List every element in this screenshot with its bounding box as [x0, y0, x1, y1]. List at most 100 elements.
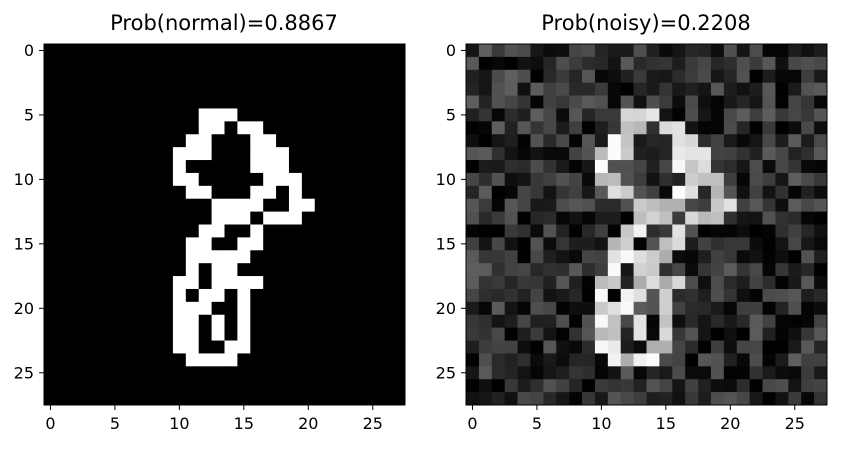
- pixel-cell: [70, 263, 83, 276]
- pixel-cell: [83, 199, 96, 212]
- pixel-cell: [775, 289, 788, 302]
- pixel-cell: [518, 250, 531, 263]
- pixel-cell: [121, 96, 134, 109]
- pixel-cell: [634, 225, 647, 238]
- pixel-cell: [492, 212, 505, 225]
- pixel-cell: [556, 366, 569, 379]
- pixel-cell: [289, 186, 302, 199]
- pixel-cell: [543, 276, 556, 289]
- pixel-cell: [543, 57, 556, 70]
- pixel-cell: [96, 173, 109, 186]
- pixel-cell: [724, 353, 737, 366]
- pixel-cell: [634, 212, 647, 225]
- pixel-cell: [108, 121, 121, 134]
- pixel-cell: [147, 70, 160, 83]
- pixel-cell: [647, 315, 660, 328]
- pixel-cell: [212, 147, 225, 160]
- pixel-cell: [647, 57, 660, 70]
- pixel-cell: [621, 302, 634, 315]
- pixel-cell: [379, 225, 392, 238]
- pixel-cell: [672, 147, 685, 160]
- pixel-cell: [353, 199, 366, 212]
- pixel-cell: [315, 366, 328, 379]
- pixel-cell: [518, 186, 531, 199]
- pixel-cell: [569, 225, 582, 238]
- pixel-cell: [392, 147, 405, 160]
- pixel-cell: [160, 134, 173, 147]
- pixel-cell: [569, 328, 582, 341]
- pixel-cell: [505, 263, 518, 276]
- pixel-cell: [711, 160, 724, 173]
- pixel-cell: [543, 302, 556, 315]
- pixel-cell: [608, 147, 621, 160]
- pixel-cell: [763, 392, 776, 405]
- pixel-cell: [199, 121, 212, 134]
- pixel-cell: [582, 315, 595, 328]
- pixel-cell: [237, 225, 250, 238]
- pixel-cell: [737, 70, 750, 83]
- pixel-cell: [392, 250, 405, 263]
- pixel-cell: [263, 353, 276, 366]
- pixel-cell: [466, 263, 479, 276]
- pixel-cell: [698, 70, 711, 83]
- pixel-cell: [250, 199, 263, 212]
- pixel-cell: [83, 302, 96, 315]
- pixel-cell: [186, 237, 199, 250]
- pixel-cell: [328, 44, 341, 57]
- pixel-cell: [492, 160, 505, 173]
- pixel-cell: [505, 96, 518, 109]
- pixel-cell: [147, 302, 160, 315]
- pixel-cell: [83, 276, 96, 289]
- pixel-cell: [353, 96, 366, 109]
- pixel-cell: [379, 96, 392, 109]
- pixel-cell: [750, 57, 763, 70]
- pixel-cell: [775, 212, 788, 225]
- pixel-cell: [392, 366, 405, 379]
- pixel-cell: [44, 250, 57, 263]
- pixel-cell: [763, 250, 776, 263]
- pixel-cell: [608, 134, 621, 147]
- pixel-cell: [57, 83, 70, 96]
- y-tick-label: 15: [14, 234, 34, 253]
- pixel-cell: [698, 263, 711, 276]
- pixel-cell: [302, 225, 315, 238]
- pixel-cell: [186, 315, 199, 328]
- pixel-cell: [492, 328, 505, 341]
- pixel-cell: [315, 353, 328, 366]
- pixel-cell: [647, 289, 660, 302]
- pixel-cell: [698, 315, 711, 328]
- pixel-cell: [518, 83, 531, 96]
- pixel-cell: [569, 96, 582, 109]
- pixel-cell: [505, 186, 518, 199]
- pixel-cell: [608, 366, 621, 379]
- pixel-cell: [801, 108, 814, 121]
- pixel-cell: [341, 70, 354, 83]
- pixel-cell: [186, 212, 199, 225]
- pixel-cell: [659, 353, 672, 366]
- pixel-cell: [237, 353, 250, 366]
- pixel-cell: [147, 186, 160, 199]
- pixel-cell: [711, 225, 724, 238]
- pixel-cell: [569, 83, 582, 96]
- pixel-cell: [315, 199, 328, 212]
- pixel-cell: [199, 315, 212, 328]
- pixel-cell: [543, 83, 556, 96]
- pixel-cell: [379, 199, 392, 212]
- pixel-cell: [724, 315, 737, 328]
- pixel-cell: [70, 225, 83, 238]
- pixel-cell: [737, 379, 750, 392]
- pixel-cell: [147, 225, 160, 238]
- pixel-cell: [57, 57, 70, 70]
- pixel-cell: [83, 147, 96, 160]
- pixel-cell: [530, 379, 543, 392]
- pixel-cell: [366, 225, 379, 238]
- pixel-cell: [505, 276, 518, 289]
- pixel-cell: [814, 366, 827, 379]
- pixel-cell: [763, 302, 776, 315]
- pixel-cell: [672, 302, 685, 315]
- pixel-cell: [750, 83, 763, 96]
- pixel-cell: [608, 392, 621, 405]
- pixel-cell: [750, 44, 763, 57]
- pixel-cell: [582, 173, 595, 186]
